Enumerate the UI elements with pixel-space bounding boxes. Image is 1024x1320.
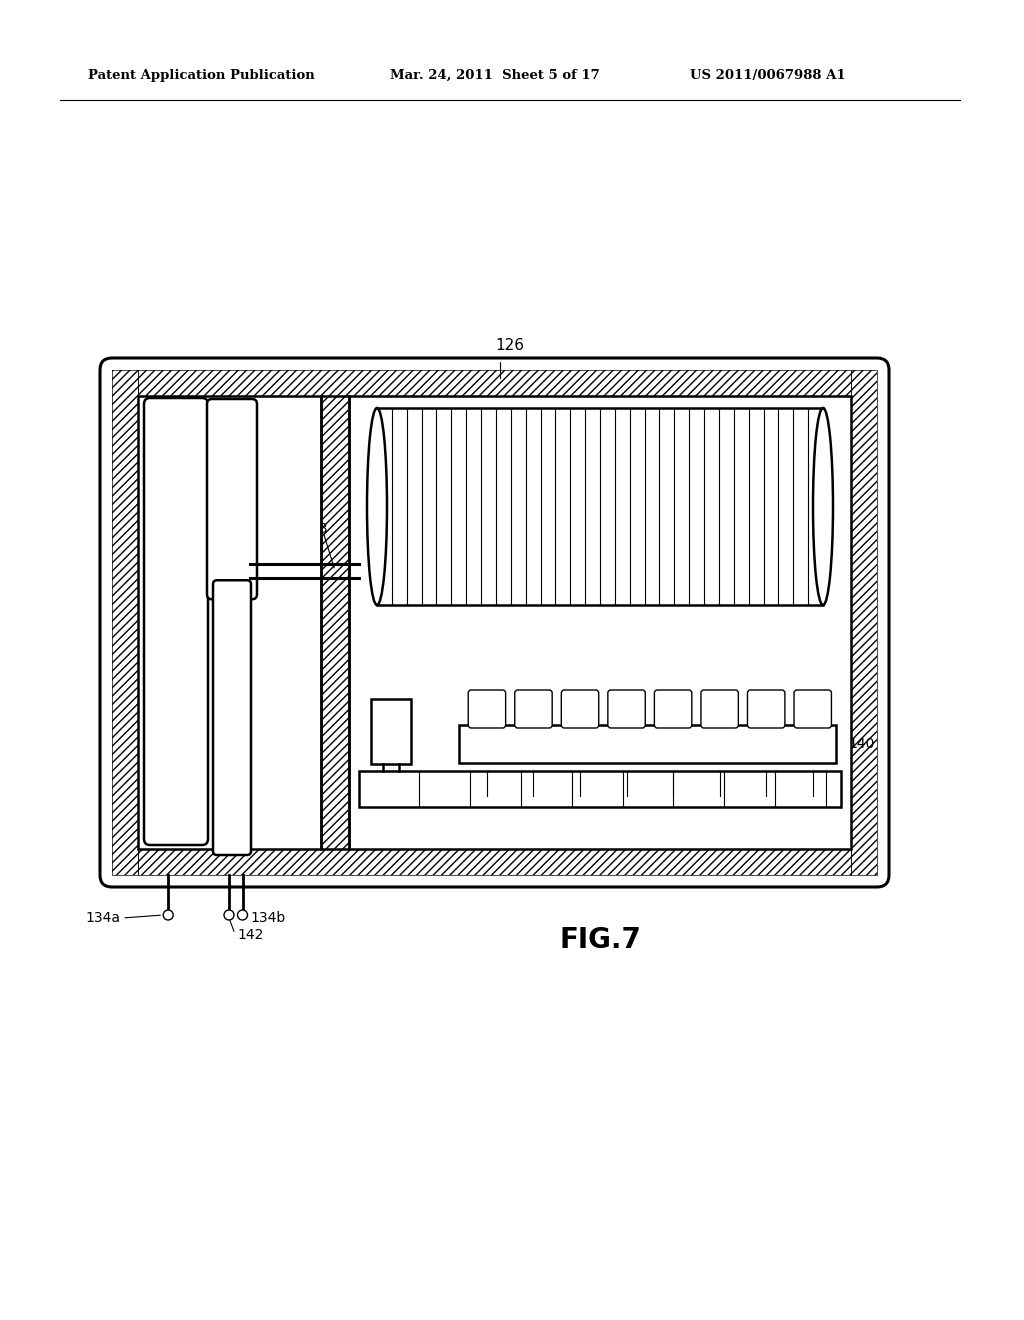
Bar: [321, 396, 349, 849]
Bar: [112, 370, 138, 875]
Text: 132b: 132b: [274, 553, 309, 568]
Ellipse shape: [224, 909, 234, 920]
FancyBboxPatch shape: [561, 690, 599, 729]
Bar: [321, 396, 349, 849]
Text: 126: 126: [496, 338, 524, 354]
Bar: [371, 700, 411, 764]
Text: Mar. 24, 2011  Sheet 5 of 17: Mar. 24, 2011 Sheet 5 of 17: [390, 69, 600, 82]
FancyBboxPatch shape: [468, 690, 506, 729]
FancyBboxPatch shape: [207, 399, 257, 599]
Text: Patent Application Publication: Patent Application Publication: [88, 69, 314, 82]
FancyBboxPatch shape: [100, 358, 889, 887]
FancyBboxPatch shape: [748, 690, 784, 729]
Ellipse shape: [238, 909, 248, 920]
Ellipse shape: [367, 408, 387, 605]
FancyBboxPatch shape: [213, 581, 251, 855]
Text: 142: 142: [237, 928, 263, 942]
Text: FIG.7: FIG.7: [559, 927, 641, 954]
Ellipse shape: [813, 408, 833, 605]
Text: 130: 130: [546, 697, 574, 711]
Text: 132a: 132a: [232, 453, 267, 467]
Bar: [138, 370, 851, 396]
Bar: [851, 370, 877, 875]
Text: US 2011/0067988 A1: US 2011/0067988 A1: [690, 69, 846, 82]
FancyBboxPatch shape: [515, 690, 552, 729]
Bar: [349, 396, 851, 849]
Bar: [138, 370, 851, 396]
FancyBboxPatch shape: [608, 690, 645, 729]
FancyBboxPatch shape: [654, 690, 692, 729]
FancyBboxPatch shape: [144, 399, 208, 845]
Bar: [459, 725, 836, 763]
Text: 134b: 134b: [251, 911, 286, 925]
FancyBboxPatch shape: [701, 690, 738, 729]
FancyBboxPatch shape: [794, 690, 831, 729]
Bar: [138, 849, 851, 875]
Text: 128: 128: [215, 714, 244, 730]
Bar: [138, 396, 321, 849]
Text: 138: 138: [301, 521, 328, 536]
Text: 136: 136: [823, 643, 850, 657]
Text: 134a: 134a: [85, 911, 120, 925]
Ellipse shape: [163, 909, 173, 920]
Bar: [359, 771, 841, 807]
Bar: [851, 370, 877, 875]
Bar: [112, 370, 138, 875]
Bar: [138, 849, 851, 875]
Text: 140: 140: [848, 737, 874, 751]
